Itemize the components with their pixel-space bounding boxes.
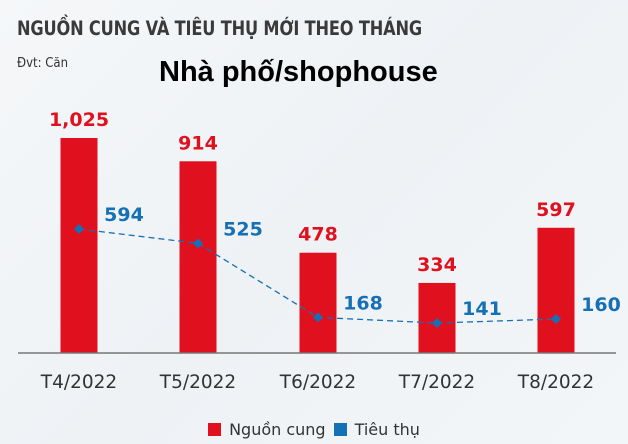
- bar-supply: [537, 227, 575, 353]
- diamond-marker: [313, 312, 323, 323]
- legend-label-supply: Nguồn cung: [229, 420, 326, 439]
- bar-supply: [60, 138, 98, 353]
- line-value-label: 594: [104, 204, 144, 226]
- line-value-label: 141: [462, 298, 502, 320]
- diamond-marker: [74, 224, 84, 234]
- x-tick-label: T5/2022: [159, 372, 236, 393]
- bar-value-label: 478: [298, 224, 338, 246]
- diamond-marker: [551, 314, 561, 325]
- bar-value-label: 1,025: [49, 109, 109, 131]
- x-tick-label: T7/2022: [398, 372, 475, 393]
- bar-value-label: 914: [178, 132, 218, 154]
- chart-title: NGUỒN CUNG VÀ TIÊU THỤ MỚI THEO THÁNG: [17, 17, 422, 40]
- legend-label-consumption: Tiêu thụ: [354, 420, 420, 439]
- bar-value-label: 334: [417, 254, 457, 276]
- bar-value-label: 597: [536, 199, 576, 221]
- diamond-marker: [193, 238, 203, 249]
- x-tick-label: T6/2022: [279, 372, 356, 393]
- legend-item-supply: Nguồn cung: [208, 420, 326, 439]
- legend-swatch-supply: [208, 423, 222, 436]
- x-tick-label: T8/2022: [517, 372, 594, 393]
- bar-supply: [299, 252, 337, 353]
- bar-supply: [418, 282, 456, 353]
- bar-supply: [179, 161, 217, 353]
- unit-label: Đvt: Căn: [17, 56, 69, 71]
- line-value-label: 168: [343, 292, 383, 314]
- legend-item-consumption: Tiêu thụ: [333, 420, 420, 439]
- chart-subtitle: Nhà phố/shophouse: [159, 56, 438, 88]
- legend: Nguồn cung Tiêu thụ: [0, 420, 628, 439]
- diamond-marker: [432, 318, 442, 328]
- x-tick-label: T4/2022: [40, 372, 117, 393]
- legend-swatch-consumption: [333, 423, 347, 436]
- line-value-label: 160: [581, 294, 621, 316]
- line-value-label: 525: [223, 218, 263, 240]
